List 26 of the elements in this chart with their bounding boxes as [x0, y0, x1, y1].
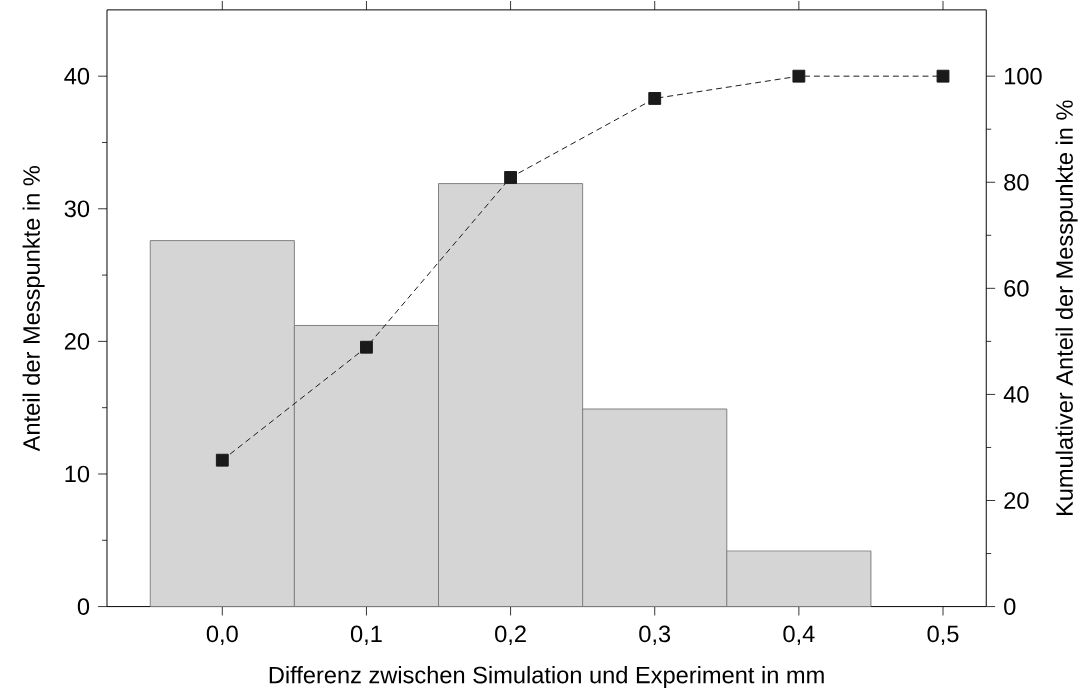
y-tick-label: 20	[64, 333, 90, 350]
x-tick-label: 0,1	[350, 625, 382, 646]
x-axis-title: Differenz zwischen Simulation und Experiment in mm	[269, 666, 824, 689]
y-tick-label: 40	[64, 68, 90, 85]
point	[360, 341, 373, 354]
x-tick-label: 0,2	[495, 625, 526, 646]
y2-tick-label: 60	[1004, 280, 1029, 297]
y-tick-label: 0	[77, 598, 90, 616]
point	[792, 69, 806, 83]
y2-axis-title: Kumulativer Anteil der Messpunkte in %	[1055, 100, 1078, 516]
y2-tick-label: 80	[1004, 174, 1029, 191]
y2-tick-label: 20	[1004, 492, 1029, 510]
y-tick-label: 30	[64, 200, 90, 218]
x-tick-label: 0,0	[206, 625, 238, 646]
y-axis-title: Anteil der Messpunkte in %	[22, 166, 45, 452]
x-tick-label: 0,4	[783, 625, 815, 646]
y2-tick-label: 40	[1003, 386, 1029, 403]
point	[215, 453, 229, 467]
point	[936, 69, 950, 83]
y2-tick-label: 100	[1005, 68, 1042, 85]
x-tick-label: 0,5	[927, 625, 959, 646]
point	[648, 92, 662, 106]
point	[504, 171, 517, 185]
x-tick-label: 0,3	[639, 625, 671, 646]
y2-tick-label: 0	[1004, 598, 1016, 616]
y-tick-label: 10	[65, 465, 90, 483]
